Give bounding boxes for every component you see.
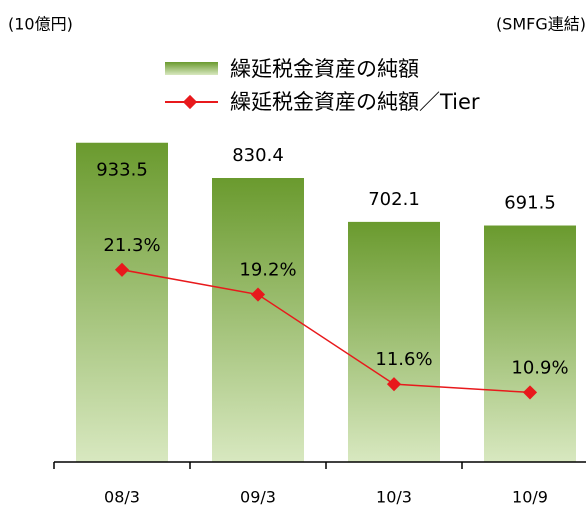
unit-label: (10億円) [8,15,73,34]
legend-label: 繰延税金資産の純額／Tier [230,90,480,114]
marker [250,287,266,302]
bar [348,221,440,462]
line [121,269,531,394]
marker [386,377,402,392]
data-label: 830.4 [232,145,284,166]
data-label: 691.5 [504,193,556,214]
bar [76,142,168,463]
marker [522,385,538,400]
x-tick-label: 08/3 [104,488,140,507]
bar [212,178,304,462]
legend-label: 繰延税金資産の純額 [230,57,419,81]
x-tick-label: 09/3 [240,488,276,507]
data-label: 21.3% [103,235,160,256]
marker [114,262,130,277]
x-tick-label: 10/3 [376,488,412,507]
bar [484,225,576,462]
scope-label: (SMFG連結) [496,15,586,34]
x-tick-label: 10/9 [512,488,548,507]
data-label: 702.1 [368,189,420,210]
data-label: 19.2% [239,260,296,281]
data-label: 10.9% [511,357,568,378]
data-label: 933.5 [96,160,148,181]
data-label: 11.6% [375,349,432,370]
legend-bar-swatch [165,62,218,75]
legend-marker [182,94,198,110]
